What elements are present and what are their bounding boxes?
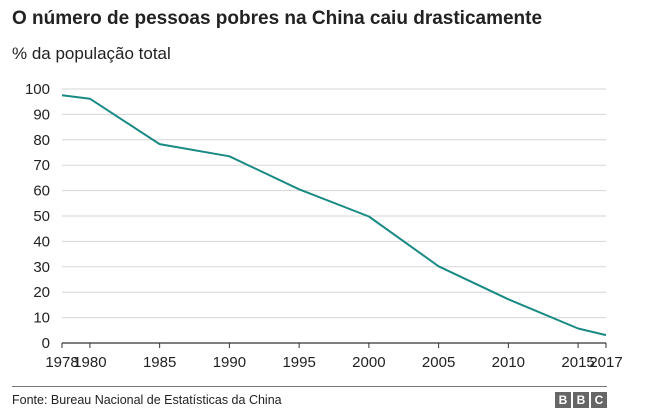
x-tick-label: 1980 (73, 354, 106, 371)
y-tick-label: 90 (33, 106, 50, 123)
x-tick-label: 2015 (561, 354, 594, 371)
chart-title: O número de pessoas pobres na China caiu… (12, 8, 543, 29)
x-tick-label: 1990 (213, 354, 246, 371)
y-tick-label: 60 (33, 183, 50, 200)
footer-divider (12, 386, 607, 387)
y-tick-label: 100 (25, 81, 50, 98)
bbc-logo-letter-b1: B (555, 392, 571, 408)
y-tick-label: 10 (33, 310, 50, 327)
bbc-logo: B B C (555, 392, 607, 408)
series-layer (61, 94, 607, 337)
x-tick-label: 2005 (422, 354, 455, 371)
x-tick-label: 1985 (143, 354, 176, 371)
y-tick-label: 80 (33, 132, 50, 149)
y-tick-label: 0 (42, 335, 50, 352)
y-tick-label: 50 (33, 208, 50, 225)
y-tick-label: 30 (33, 259, 50, 276)
bbc-logo-letter-b2: B (573, 392, 589, 408)
y-tick-label: 20 (33, 284, 50, 301)
x-tick-label: 1978 (45, 354, 78, 371)
y-tick-label: 40 (33, 233, 50, 250)
x-tick-label: 2017 (589, 354, 622, 371)
x-tick-label: 2010 (492, 354, 525, 371)
y-tick-label: 70 (33, 157, 50, 174)
source-note: Fonte: Bureau Nacional de Estatísticas d… (12, 393, 282, 407)
series-line (61, 94, 607, 337)
bbc-logo-letter-c: C (591, 392, 607, 408)
axes (61, 342, 607, 348)
chart-subtitle: % da população total (12, 44, 171, 63)
x-tick-label: 2000 (352, 354, 385, 371)
grid-lines (62, 88, 606, 319)
y-tick-labels: 0 10 20 30 40 50 60 70 80 90 100 (25, 81, 50, 352)
x-tick-label: 1995 (282, 354, 315, 371)
